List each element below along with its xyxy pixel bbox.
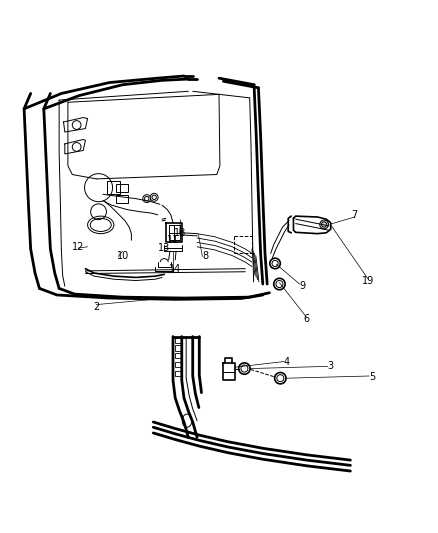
Bar <box>175 371 182 376</box>
Text: 12: 12 <box>72 242 84 252</box>
Text: 13: 13 <box>158 243 170 253</box>
Text: 19: 19 <box>362 276 374 286</box>
Circle shape <box>320 220 328 229</box>
Bar <box>116 184 128 192</box>
Text: 14: 14 <box>169 264 181 273</box>
Circle shape <box>143 195 151 203</box>
Text: 18: 18 <box>173 228 186 238</box>
Text: 7: 7 <box>352 210 358 220</box>
Bar <box>175 338 182 343</box>
Text: 4: 4 <box>284 357 290 367</box>
Text: 11: 11 <box>167 235 179 245</box>
Bar <box>107 181 120 194</box>
Bar <box>175 353 182 359</box>
Text: 8: 8 <box>202 251 208 261</box>
Bar <box>116 195 128 203</box>
Text: 2: 2 <box>93 302 99 312</box>
Text: 6: 6 <box>304 314 310 324</box>
Circle shape <box>239 363 250 374</box>
Text: 10: 10 <box>117 251 129 261</box>
Circle shape <box>275 373 286 384</box>
Text: 5: 5 <box>369 372 375 382</box>
Bar <box>175 345 182 351</box>
Text: 9: 9 <box>299 281 305 291</box>
Circle shape <box>270 258 280 269</box>
Text: 3: 3 <box>328 361 334 372</box>
Circle shape <box>274 278 285 290</box>
Bar <box>175 362 182 367</box>
Circle shape <box>150 193 158 201</box>
